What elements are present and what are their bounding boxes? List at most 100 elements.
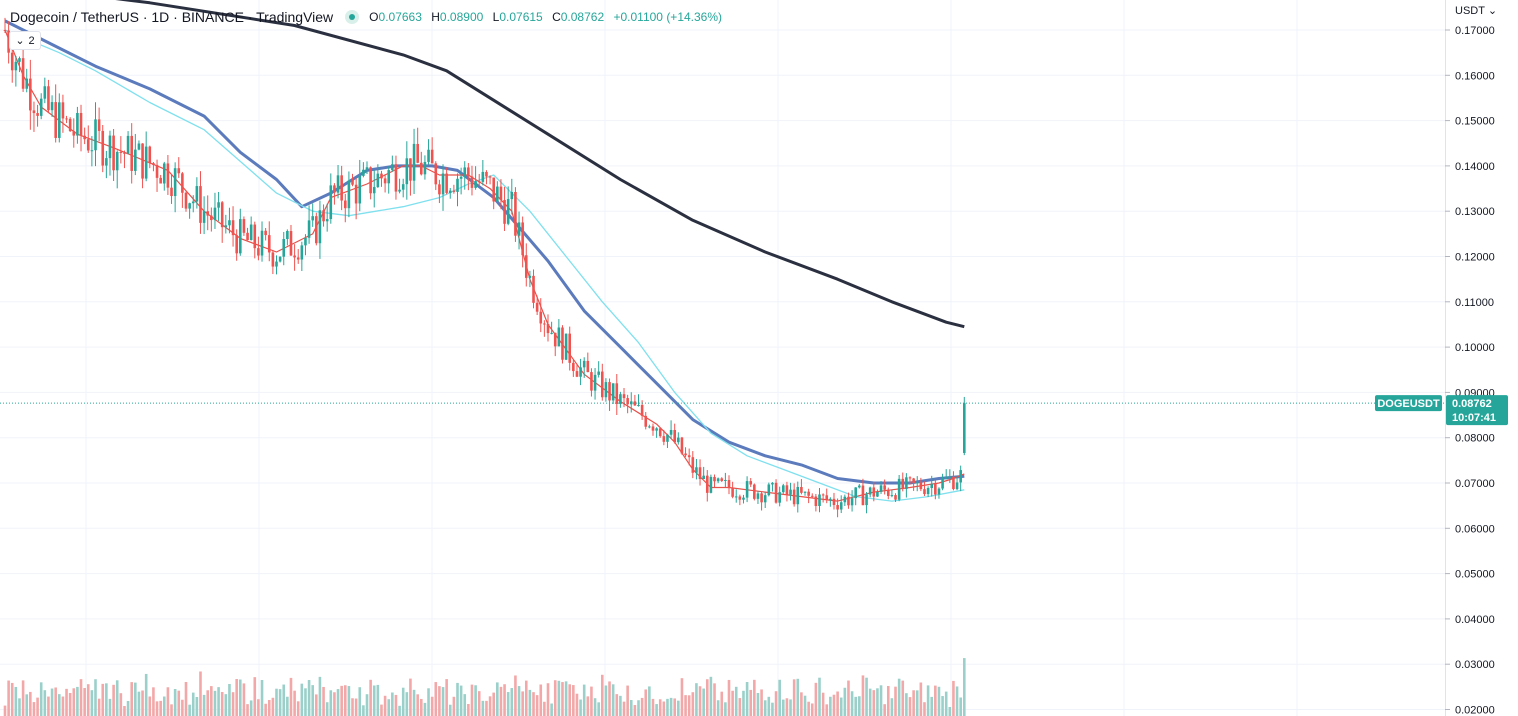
volume-bar xyxy=(141,690,144,716)
candle-body xyxy=(568,333,572,363)
candle-body xyxy=(944,477,948,479)
volume-bar xyxy=(713,683,716,716)
volume-bar xyxy=(572,685,575,716)
volume-bar xyxy=(10,682,14,716)
candle-body xyxy=(550,332,553,334)
candle-body xyxy=(774,482,778,503)
volume-bar xyxy=(83,687,86,716)
volume-bar xyxy=(65,688,68,716)
candle-body xyxy=(749,481,753,485)
candle-body xyxy=(658,428,662,437)
candle-body xyxy=(673,429,676,443)
volume-bar xyxy=(550,703,553,716)
volume-bar xyxy=(300,683,304,716)
volume-bar xyxy=(206,690,210,716)
candle-body xyxy=(868,487,872,495)
candle-body xyxy=(181,173,184,193)
candle-body xyxy=(524,255,528,278)
candle-body xyxy=(915,482,919,484)
volume-bars xyxy=(3,658,966,716)
volume-bar xyxy=(126,700,130,716)
candle-body xyxy=(32,110,36,114)
y-tick-label: 0.11000 xyxy=(1455,297,1494,309)
volume-bar xyxy=(459,685,463,716)
candle-body xyxy=(387,170,391,184)
volume-bar xyxy=(54,687,57,716)
candle-body xyxy=(702,475,705,479)
volume-bar xyxy=(311,685,314,716)
volume-bar xyxy=(557,680,561,716)
candle-body xyxy=(470,176,474,188)
candle-body xyxy=(825,495,829,500)
candle-body xyxy=(210,215,213,221)
volume-bar xyxy=(691,692,695,716)
volume-bar xyxy=(684,695,687,716)
candle-body xyxy=(137,143,141,150)
volume-bar xyxy=(481,700,485,716)
candle-body xyxy=(677,437,680,443)
volume-bar xyxy=(123,706,126,716)
volume-bar xyxy=(521,691,524,716)
y-tick-label: 0.13000 xyxy=(1455,206,1495,218)
candle-body xyxy=(282,239,286,257)
candle-body xyxy=(912,478,915,484)
volume-bar xyxy=(604,685,608,716)
indicator-count: 2 xyxy=(28,34,35,47)
candle-body xyxy=(803,491,807,493)
candle-body xyxy=(420,162,423,175)
high-value: H0.08900 xyxy=(431,10,484,24)
candle-body xyxy=(485,171,488,177)
candle-body xyxy=(65,118,68,120)
volume-bar xyxy=(890,698,894,716)
candle-body xyxy=(398,189,401,192)
candle-body xyxy=(260,230,264,256)
price-axis[interactable]: 0.17000 0.16000 0.15000 0.14000 0.13000 0.120… xyxy=(1445,25,1495,716)
candle-body xyxy=(39,98,43,116)
candle-body xyxy=(340,175,343,201)
candle-body xyxy=(890,495,894,497)
candle-body xyxy=(937,488,941,495)
candle-body xyxy=(742,497,745,500)
candle-body xyxy=(669,429,673,435)
volume-bar xyxy=(789,699,792,716)
volume-bar xyxy=(677,700,680,716)
indicators-toggle-button[interactable]: ⌄ 2 xyxy=(9,31,41,50)
volume-bar xyxy=(738,698,742,716)
candle-body xyxy=(818,494,821,507)
volume-bar xyxy=(655,704,658,716)
volume-bar xyxy=(231,692,235,716)
symbol-title[interactable]: Dogecoin / TetherUS · 1D · BINANCE · Tra… xyxy=(10,9,334,25)
volume-bar xyxy=(409,678,412,716)
candle-body xyxy=(7,30,10,53)
currency-selector[interactable]: USDT ⌄ xyxy=(1455,4,1497,17)
volume-bar xyxy=(528,689,532,716)
volume-bar xyxy=(963,658,966,716)
candle-body xyxy=(564,333,568,360)
candle-body xyxy=(561,327,564,360)
candle-body xyxy=(94,119,97,151)
volume-bar xyxy=(492,692,495,716)
candle-body xyxy=(206,211,210,216)
y-tick-label: 0.07000 xyxy=(1455,478,1495,490)
candle-body xyxy=(394,164,398,192)
candle-body xyxy=(839,502,843,510)
candle-body xyxy=(705,475,709,493)
candle-body xyxy=(517,222,521,236)
candle-body xyxy=(18,58,21,62)
volume-bar xyxy=(905,693,908,716)
candle-body xyxy=(745,481,749,498)
candle-body xyxy=(640,404,644,416)
candle-body xyxy=(955,482,959,490)
candle-body xyxy=(220,202,224,228)
candle-body xyxy=(861,485,865,506)
volume-bar xyxy=(365,694,369,716)
volume-bar xyxy=(275,688,278,716)
candle-body xyxy=(430,149,434,164)
volume-bar xyxy=(152,687,155,716)
candle-body xyxy=(879,485,883,492)
candle-body xyxy=(698,467,702,479)
candle-body xyxy=(637,404,640,406)
volume-bar xyxy=(611,684,615,716)
candle-body xyxy=(438,184,441,195)
